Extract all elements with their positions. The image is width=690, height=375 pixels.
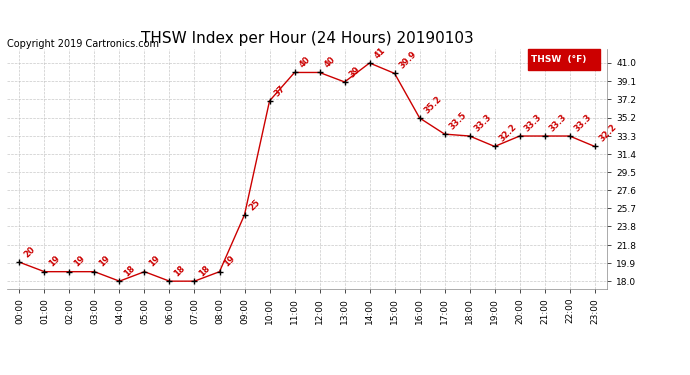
Text: 19: 19 [147,254,162,269]
Text: 19: 19 [222,254,237,269]
Text: 33.5: 33.5 [447,110,469,131]
Text: 19: 19 [97,254,112,269]
Text: 33.3: 33.3 [573,112,593,133]
Text: 33.3: 33.3 [473,112,493,133]
Text: 37: 37 [273,84,287,98]
Text: 35.2: 35.2 [422,94,444,115]
Text: Copyright 2019 Cartronics.com: Copyright 2019 Cartronics.com [7,39,159,50]
Text: 18: 18 [172,264,187,278]
Text: 41: 41 [373,45,387,60]
Text: 32.2: 32.2 [598,123,618,144]
Text: 39: 39 [347,64,362,79]
Text: 20: 20 [22,245,37,260]
Text: 33.3: 33.3 [522,112,543,133]
Text: 32.2: 32.2 [497,123,518,144]
Text: 40: 40 [322,55,337,70]
Text: 40: 40 [297,55,312,70]
Text: 39.9: 39.9 [397,50,418,70]
Text: 19: 19 [47,254,62,269]
Text: 19: 19 [72,254,87,269]
Text: 33.3: 33.3 [547,112,569,133]
Title: THSW Index per Hour (24 Hours) 20190103: THSW Index per Hour (24 Hours) 20190103 [141,31,473,46]
Text: THSW  (°F): THSW (°F) [531,55,586,64]
Text: 18: 18 [197,264,212,278]
Text: 18: 18 [122,264,137,278]
Text: 25: 25 [247,197,262,212]
